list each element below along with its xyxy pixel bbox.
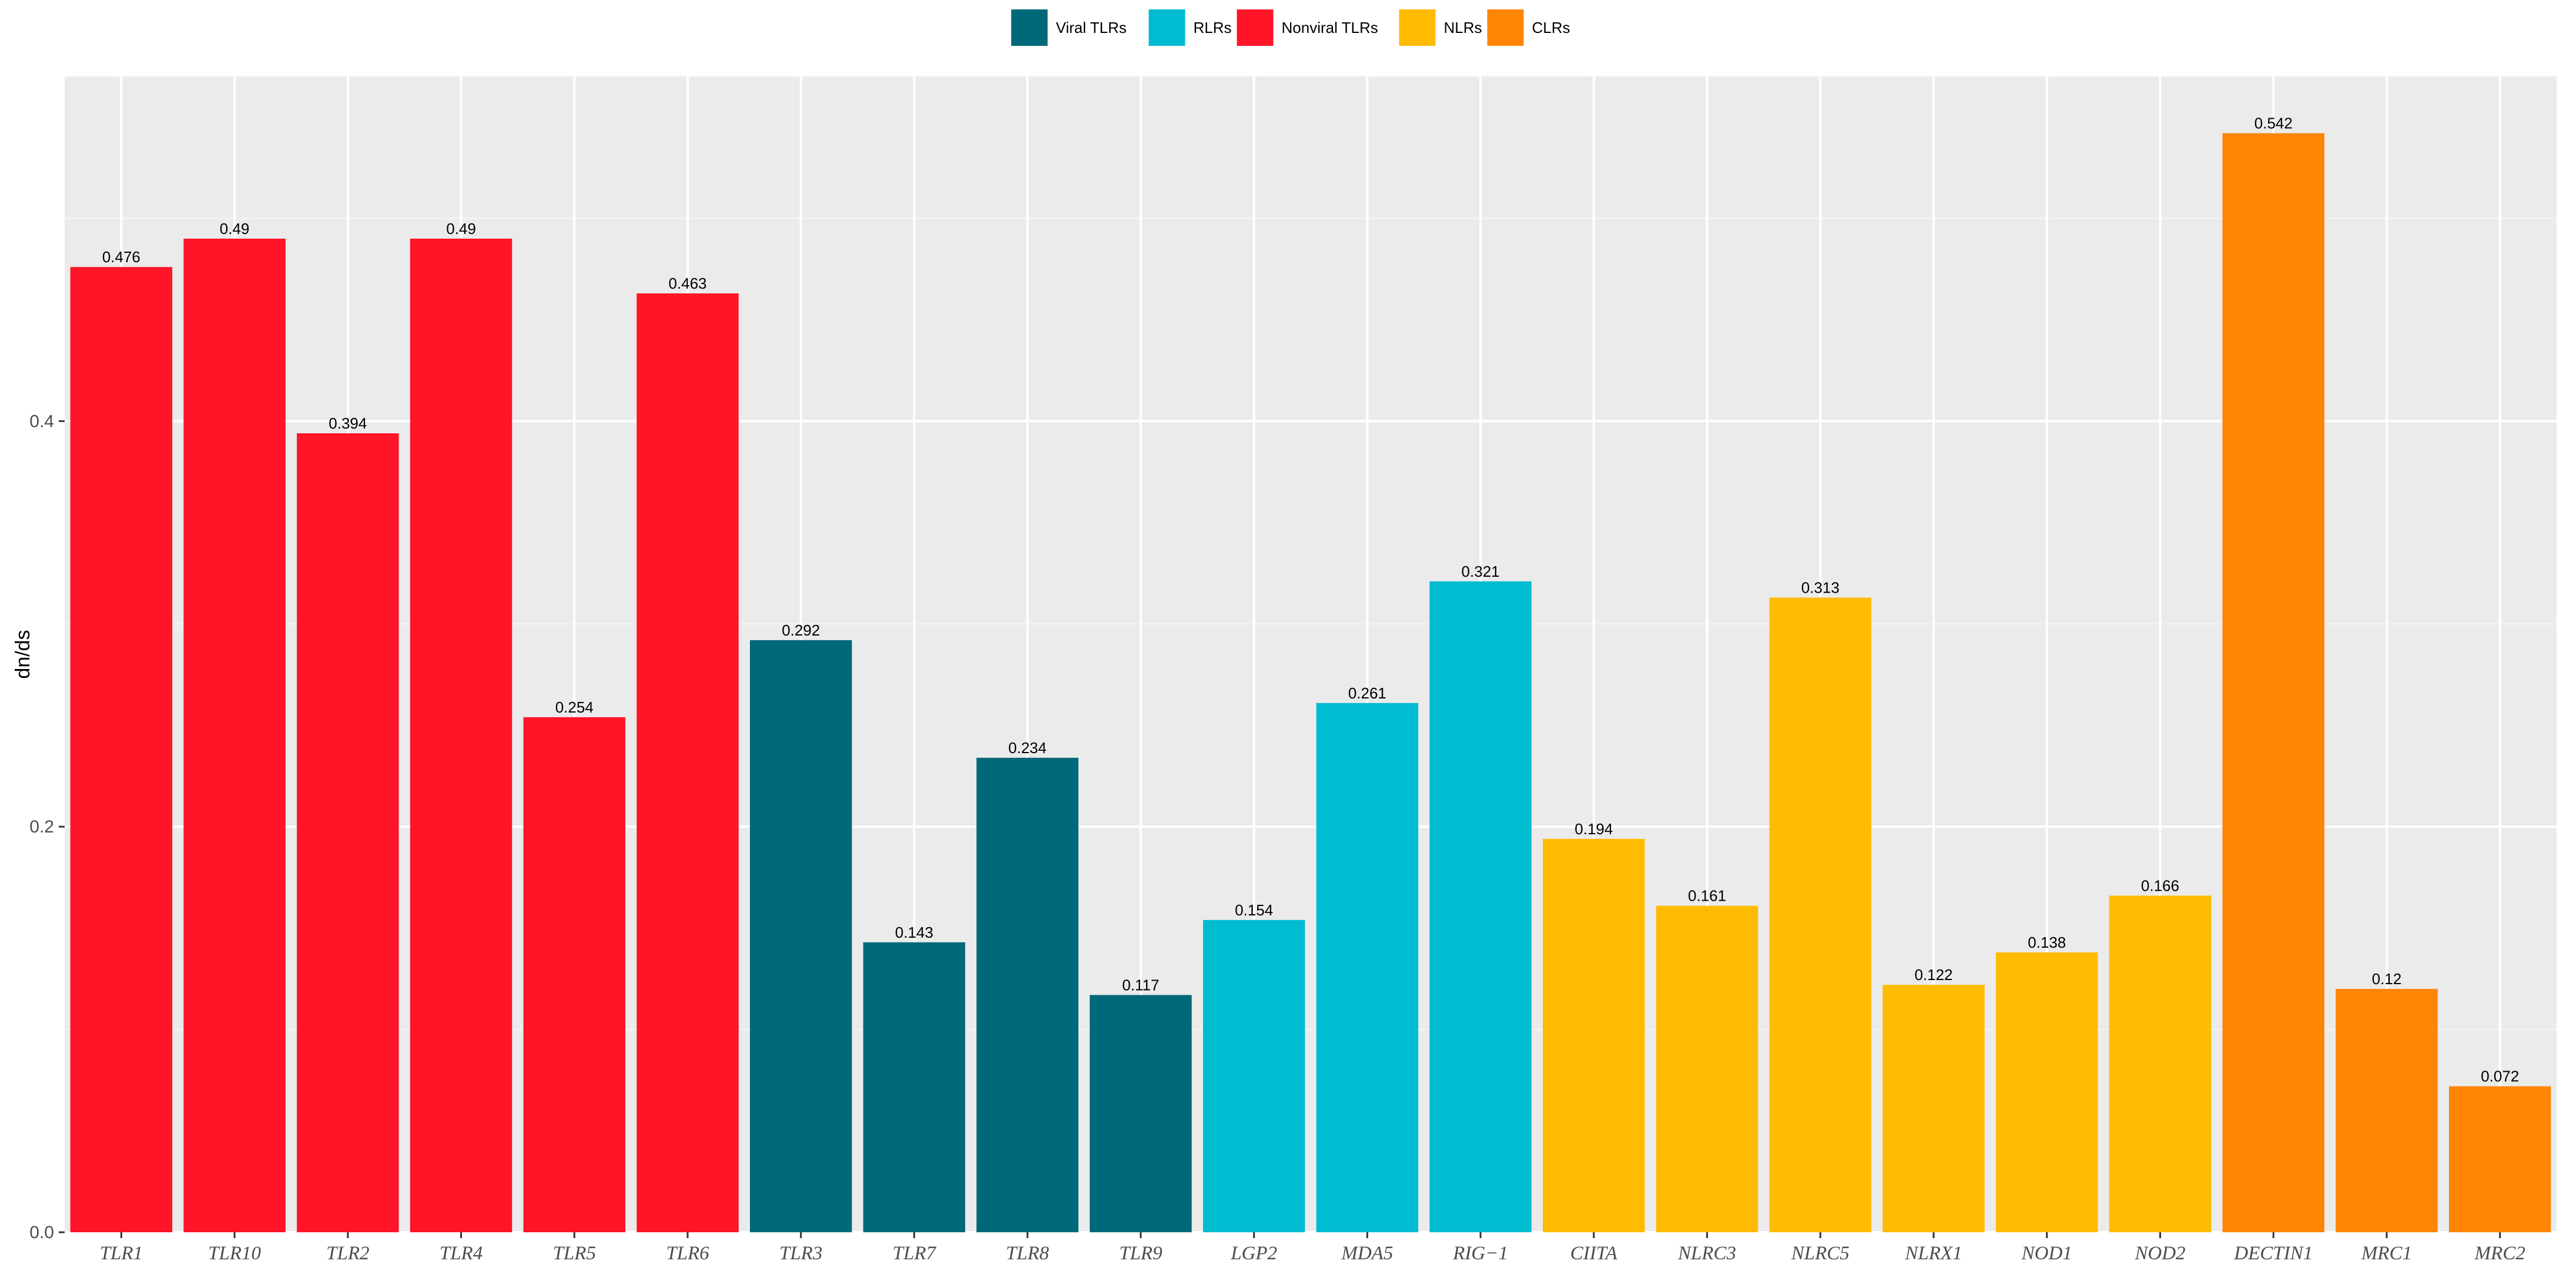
bar-value-label: 0.072	[2481, 1068, 2519, 1085]
legend-label-clrs: CLRs	[1532, 19, 1570, 36]
bar-value-label: 0.143	[895, 924, 933, 941]
bar-value-label: 0.161	[1688, 887, 1726, 905]
bar-nod2	[2109, 895, 2212, 1232]
x-tick-label: RIG−1	[1452, 1243, 1508, 1264]
bars	[70, 133, 2551, 1233]
bar-mda5	[1316, 703, 1419, 1232]
x-tick-label: CIITA	[1570, 1243, 1618, 1264]
x-tick-label: TLR6	[666, 1243, 709, 1264]
bar-value-labels: 0.476 0.49 0.394 0.49 0.254 0.463 0.292 0.143 0.…	[102, 115, 2519, 1085]
x-axis-ticks: TLR1 TLR10 TLR2 TLR4 TLR5 TLR6 TLR3 TLR7 TLR8 TLR…	[100, 1232, 2525, 1264]
bar-value-label: 0.463	[668, 275, 706, 292]
bar-value-label: 0.122	[1914, 966, 1952, 984]
bar-tlr5	[523, 717, 625, 1232]
y-tick-label: 0.2	[29, 817, 54, 837]
bar-value-label: 0.138	[2028, 934, 2066, 951]
bar-value-label: 0.313	[1801, 579, 1840, 596]
legend-key-nlrs	[1399, 9, 1436, 46]
bar-tlr8	[976, 757, 1078, 1232]
y-tick-label: 0.4	[29, 412, 54, 431]
bar-value-label: 0.154	[1235, 901, 1273, 919]
bar-tlr2	[297, 433, 399, 1232]
x-tick-label: TLR3	[779, 1243, 822, 1264]
bar-nlrx1	[1882, 985, 1985, 1232]
bar-lgp2	[1202, 919, 1305, 1232]
bar-tlr1	[70, 267, 173, 1232]
x-tick-label: TLR9	[1119, 1243, 1162, 1264]
bar-tlr3	[750, 640, 852, 1232]
x-tick-label: MRC2	[2474, 1243, 2525, 1264]
legend: Viral TLRs RLRs Nonviral TLRs NLRs CLRs	[1011, 9, 1570, 46]
bar-value-label: 0.321	[1462, 563, 1500, 580]
bar-nlrc3	[1656, 905, 1758, 1232]
x-tick-label: TLR5	[553, 1243, 596, 1264]
y-axis-ticks: 0.0 0.2 0.4	[29, 412, 65, 1242]
bar-value-label: 0.292	[782, 621, 820, 639]
x-tick-label: NLRC5	[1791, 1243, 1850, 1264]
bar-tlr4	[410, 238, 512, 1232]
bar-nlrc5	[1769, 597, 1871, 1232]
bar-tlr10	[183, 238, 286, 1232]
legend-label-nlrs: NLRs	[1444, 19, 1482, 36]
bar-dectin1	[2222, 133, 2324, 1232]
bar-mrc2	[2448, 1086, 2551, 1232]
legend-label-rlrs: RLRs	[1194, 19, 1232, 36]
legend-label-viral-tlrs: Viral TLRs	[1056, 19, 1127, 36]
bar-mrc1	[2336, 989, 2438, 1232]
bar-value-label: 0.12	[2372, 970, 2402, 988]
x-tick-label: TLR1	[100, 1243, 143, 1264]
x-tick-label: TLR4	[440, 1243, 483, 1264]
bar-value-label: 0.117	[1122, 976, 1159, 994]
x-tick-label: NLRC3	[1677, 1243, 1736, 1264]
x-tick-label: DECTIN1	[2233, 1243, 2313, 1264]
bar-value-label: 0.254	[555, 698, 594, 716]
x-tick-label: MDA5	[1341, 1243, 1393, 1264]
x-tick-label: MRC1	[2361, 1243, 2412, 1264]
bar-value-label: 0.234	[1009, 739, 1047, 757]
bar-tlr7	[863, 942, 966, 1232]
bar-value-label: 0.194	[1575, 820, 1613, 838]
bar-value-label: 0.261	[1348, 684, 1386, 702]
legend-key-nonviral-tlrs	[1237, 9, 1274, 46]
x-tick-label: TLR7	[893, 1243, 937, 1264]
bar-value-label: 0.476	[102, 248, 140, 266]
x-tick-label: NLRX1	[1904, 1243, 1962, 1264]
bar-rig-1	[1429, 581, 1532, 1233]
y-tick-label: 0.0	[29, 1223, 54, 1242]
legend-key-clrs	[1487, 9, 1524, 46]
legend-key-viral-tlrs	[1011, 9, 1048, 46]
bar-value-label: 0.394	[329, 414, 367, 432]
bar-nod1	[1996, 952, 2098, 1232]
bar-value-label: 0.49	[220, 220, 250, 238]
bar-tlr6	[637, 293, 739, 1232]
x-tick-label: TLR8	[1006, 1243, 1049, 1264]
legend-key-rlrs	[1148, 9, 1185, 46]
bar-tlr9	[1090, 995, 1192, 1232]
x-tick-label: TLR10	[208, 1243, 261, 1264]
x-tick-label: NOD1	[2021, 1243, 2072, 1264]
legend-label-nonviral-tlrs: Nonviral TLRs	[1282, 19, 1378, 36]
bar-value-label: 0.166	[2141, 877, 2179, 894]
bar-value-label: 0.542	[2255, 115, 2293, 132]
bar-value-label: 0.49	[446, 220, 476, 238]
x-tick-label: LGP2	[1230, 1243, 1277, 1264]
y-axis-title: dn/ds	[12, 630, 34, 678]
x-tick-label: NOD2	[2134, 1243, 2185, 1264]
bar-ciita	[1543, 838, 1645, 1232]
x-tick-label: TLR2	[326, 1243, 369, 1264]
